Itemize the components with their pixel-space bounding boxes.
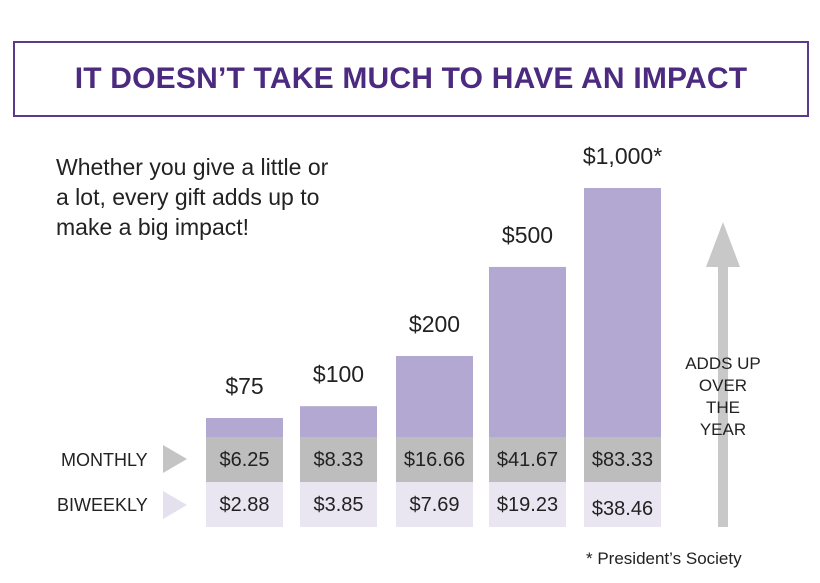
adds-up-line: ADDS UP — [685, 354, 761, 373]
monthly-band — [206, 437, 283, 482]
biweekly-amount: $3.85 — [313, 494, 363, 516]
monthly-amount: $83.33 — [592, 449, 653, 471]
monthly-row-label: MONTHLY — [61, 450, 148, 470]
biweekly-amount: $19.23 — [497, 494, 558, 516]
bar — [489, 266, 566, 437]
bar-value-label: $1,000* — [583, 143, 662, 169]
monthly-amount: $6.25 — [219, 449, 269, 471]
monthly-amount: $41.67 — [497, 449, 558, 471]
bar-value-label: $75 — [225, 373, 263, 399]
biweekly-row-arrow-icon — [163, 491, 187, 519]
intro-text: Whether you give a little or a lot, ever… — [56, 152, 386, 242]
monthly-row-arrow-icon — [163, 445, 187, 473]
biweekly-amount: $2.88 — [219, 494, 269, 516]
bar-value-label: $200 — [409, 311, 460, 337]
monthly-band — [584, 437, 661, 482]
monthly-band — [396, 437, 473, 482]
monthly-band — [300, 437, 377, 482]
biweekly-amount: $7.69 — [409, 494, 459, 516]
monthly-band — [489, 437, 566, 482]
bar — [396, 356, 473, 437]
page-title: IT DOESN’T TAKE MUCH TO HAVE AN IMPACT — [74, 62, 748, 95]
footnote: * President’s Society — [586, 549, 742, 568]
intro-line: a lot, every gift adds up to — [56, 184, 320, 210]
biweekly-band — [584, 482, 661, 527]
adds-up-arrow-icon — [706, 222, 740, 267]
biweekly-band — [206, 482, 283, 527]
adds-up-label: ADDS UP OVER THE YEAR — [668, 353, 778, 441]
bar-value-label: $500 — [502, 222, 553, 248]
biweekly-amount: $38.46 — [592, 498, 653, 520]
intro-line: make a big impact! — [56, 214, 250, 240]
monthly-amount: $16.66 — [404, 449, 465, 471]
biweekly-row-label: BIWEEKLY — [57, 495, 148, 515]
bar — [206, 418, 283, 437]
bar — [584, 188, 661, 437]
bar-value-label: $100 — [313, 361, 364, 387]
biweekly-band — [300, 482, 377, 527]
biweekly-band — [489, 482, 566, 527]
adds-up-line: YEAR — [699, 420, 747, 439]
adds-up-line: THE — [706, 398, 740, 417]
intro-line: Whether you give a little or — [56, 154, 329, 180]
adds-up-arrow-shaft — [718, 265, 728, 527]
title-banner: IT DOESN’T TAKE MUCH TO HAVE AN IMPACT — [13, 41, 809, 117]
biweekly-band — [396, 482, 473, 527]
bar — [300, 406, 377, 437]
monthly-amount: $8.33 — [313, 449, 363, 471]
adds-up-line: OVER — [698, 376, 748, 395]
